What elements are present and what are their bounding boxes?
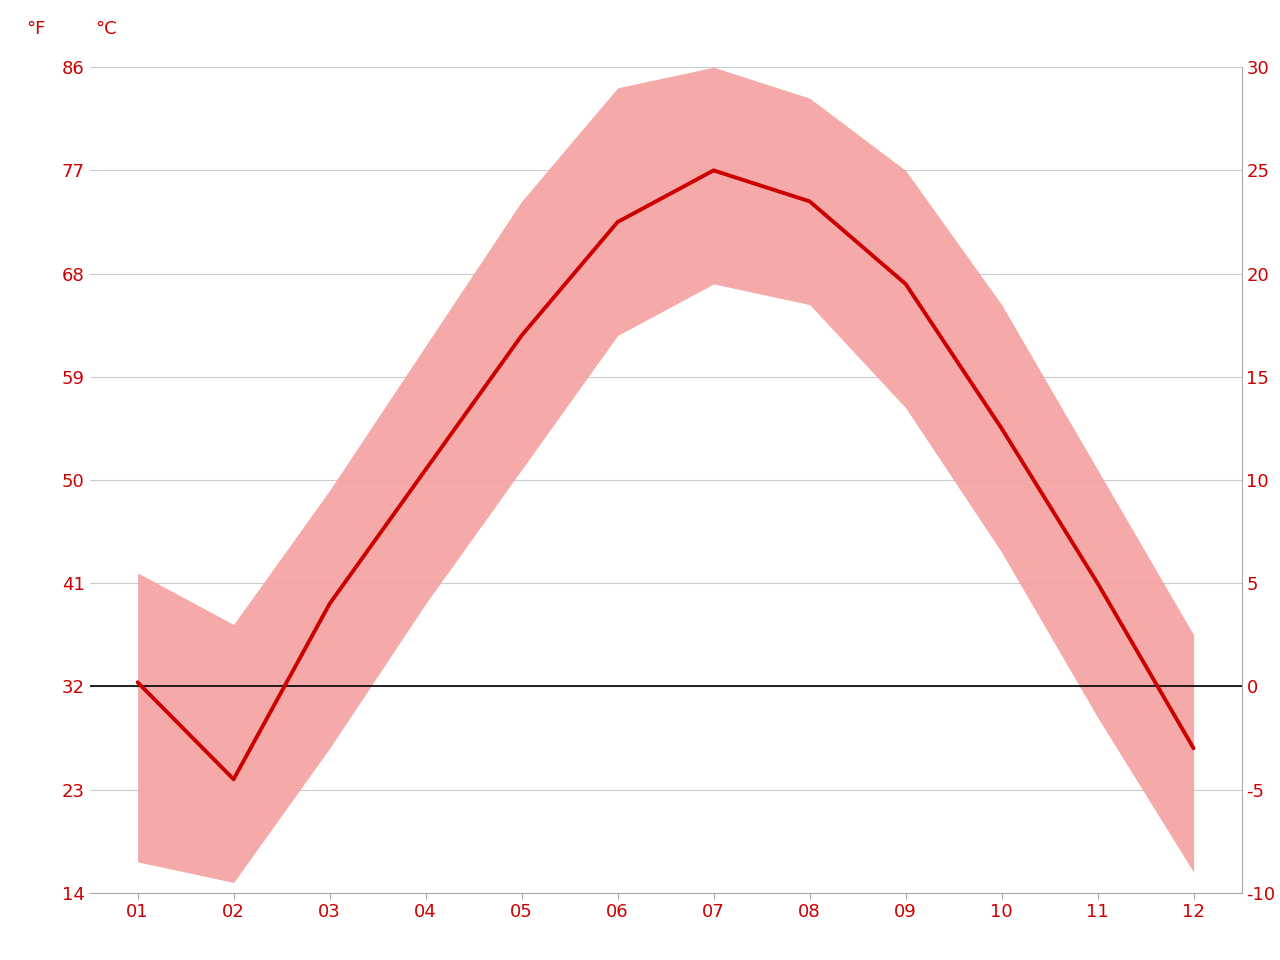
Text: °F: °F bbox=[27, 20, 46, 38]
Text: °C: °C bbox=[96, 20, 116, 38]
